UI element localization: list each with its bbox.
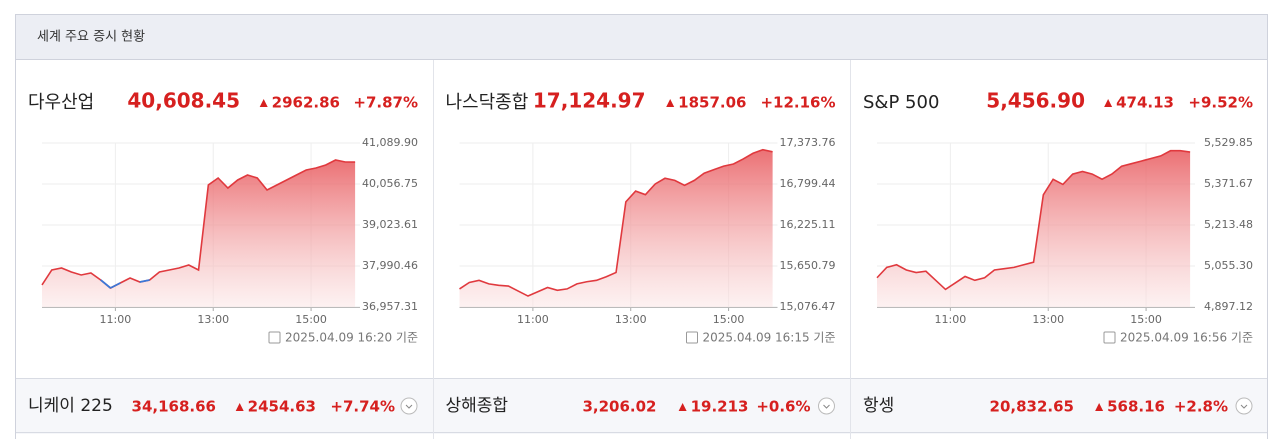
index-name: 니케이 225 <box>28 396 113 416</box>
y-tick-label: 15,650.79 <box>780 259 836 272</box>
chevron <box>823 404 830 409</box>
timestamp: 2025.04.09 16:20 기준 <box>285 331 418 345</box>
area-fill <box>877 150 1191 307</box>
price: 40,608.45 <box>127 89 240 113</box>
calendar-icon <box>1103 331 1116 344</box>
price: 3,206.02 <box>582 398 656 416</box>
up-arrow <box>235 403 244 411</box>
up-arrow <box>1095 403 1104 411</box>
index-name: 상해종합 <box>446 396 509 416</box>
percent: +7.87% <box>353 94 418 112</box>
y-tick-label: 15,076.47 <box>780 300 836 313</box>
down-segment <box>110 282 121 289</box>
line <box>41 159 356 289</box>
up-arrow <box>666 99 675 107</box>
x-tick-label: 13:00 <box>615 313 647 326</box>
percent: +9.52% <box>1188 94 1253 112</box>
calendar-icon <box>268 331 281 344</box>
header-title: 세계 주요 증시 현황 <box>37 30 145 45</box>
change: 1857.06 <box>678 94 746 112</box>
x-tick-label: 11:00 <box>100 313 132 326</box>
line <box>459 148 773 297</box>
timestamp: 2025.04.09 16:56 기준 <box>1120 331 1253 345</box>
up-arrow <box>678 403 687 411</box>
x-tick-label: 15:00 <box>713 313 745 326</box>
index-name: 다우산업 <box>28 92 94 113</box>
expand-button[interactable] <box>818 397 835 415</box>
x-tick-label: 13:00 <box>1032 313 1064 326</box>
x-tick-label: 11:00 <box>935 313 967 326</box>
bottom-bar <box>16 378 1267 434</box>
y-tick-label: 16,225.11 <box>780 218 836 231</box>
y-tick-label: 5,529.85 <box>1204 136 1253 149</box>
line <box>876 149 1191 291</box>
x-tick-label: 13:00 <box>197 313 229 326</box>
timestamp: 2025.04.09 16:15 기준 <box>703 331 836 345</box>
chevron <box>405 404 413 409</box>
up-arrow <box>1104 99 1113 107</box>
y-tick-label: 39,023.61 <box>362 218 418 231</box>
percent: +0.6% <box>756 398 810 416</box>
chevron <box>1240 404 1248 409</box>
area-fill <box>42 159 356 307</box>
change: 19.213 <box>691 398 749 416</box>
price: 20,832.65 <box>990 398 1074 416</box>
y-tick-label: 36,957.31 <box>362 300 418 313</box>
down-segment <box>139 279 150 283</box>
percent: +2.8% <box>1174 398 1228 416</box>
percent: +7.74% <box>330 398 395 416</box>
index-name: 나스닥종합 <box>446 92 529 113</box>
y-tick-label: 37,990.46 <box>362 259 418 272</box>
index-name: 항셍 <box>863 396 894 416</box>
index-name: S&P 500 <box>863 92 939 113</box>
y-tick-label: 5,055.30 <box>1204 259 1253 272</box>
up-arrow <box>259 99 268 107</box>
y-tick-label: 40,056.75 <box>362 177 418 190</box>
y-tick-label: 5,213.48 <box>1204 218 1253 231</box>
header-bar <box>16 15 1267 59</box>
y-tick-label: 17,373.76 <box>780 136 836 149</box>
area-fill <box>459 149 773 307</box>
expand-button[interactable] <box>400 397 418 415</box>
price: 17,124.97 <box>533 89 646 113</box>
change: 568.16 <box>1107 398 1165 416</box>
change: 2454.63 <box>248 398 316 416</box>
change: 474.13 <box>1116 94 1174 112</box>
calendar-icon <box>686 331 698 344</box>
percent: +12.16% <box>760 94 835 112</box>
price: 5,456.90 <box>986 89 1085 113</box>
down-segment <box>100 279 112 289</box>
x-tick-label: 15:00 <box>1130 313 1162 326</box>
y-tick-label: 41,089.90 <box>362 136 418 149</box>
price: 34,168.66 <box>132 398 216 416</box>
y-tick-label: 4,897.12 <box>1204 300 1253 313</box>
expand-button[interactable] <box>1235 397 1253 415</box>
y-tick-label: 5,371.67 <box>1204 177 1253 190</box>
y-tick-label: 16,799.44 <box>780 177 836 190</box>
x-tick-label: 15:00 <box>295 313 327 326</box>
change: 2962.86 <box>272 94 340 112</box>
x-tick-label: 11:00 <box>517 313 549 326</box>
